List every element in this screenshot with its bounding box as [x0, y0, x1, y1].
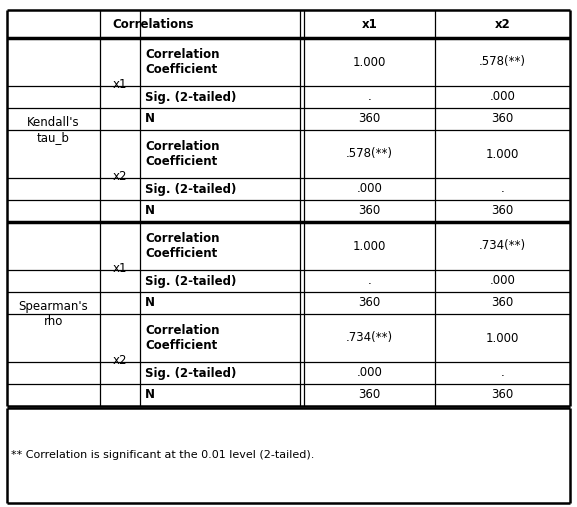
Text: Kendall's
tau_b: Kendall's tau_b — [27, 116, 80, 144]
Text: ** Correlation is significant at the 0.01 level (2-tailed).: ** Correlation is significant at the 0.0… — [11, 451, 314, 460]
Text: x2: x2 — [113, 169, 128, 183]
Text: 1.000: 1.000 — [353, 55, 386, 68]
Text: x2: x2 — [494, 18, 511, 30]
Text: .734(**): .734(**) — [346, 332, 393, 344]
Text: x1: x1 — [113, 78, 128, 91]
Text: Sig. (2-tailed): Sig. (2-tailed) — [145, 91, 237, 103]
Text: N: N — [145, 297, 155, 309]
Text: 1.000: 1.000 — [486, 148, 519, 161]
Text: 360: 360 — [358, 113, 381, 126]
Text: 1.000: 1.000 — [486, 332, 519, 344]
Text: .000: .000 — [489, 91, 515, 103]
Text: 360: 360 — [492, 297, 514, 309]
Text: .: . — [501, 367, 504, 380]
Text: .734(**): .734(**) — [479, 239, 526, 252]
Text: Correlation
Coefficient: Correlation Coefficient — [145, 140, 219, 168]
Text: 1.000: 1.000 — [353, 239, 386, 252]
Text: N: N — [145, 388, 155, 402]
Text: .: . — [501, 183, 504, 196]
Text: 360: 360 — [492, 204, 514, 218]
Text: 360: 360 — [492, 113, 514, 126]
Text: Correlation
Coefficient: Correlation Coefficient — [145, 48, 219, 76]
Text: .: . — [368, 91, 372, 103]
Text: N: N — [145, 113, 155, 126]
Text: Sig. (2-tailed): Sig. (2-tailed) — [145, 274, 237, 287]
Text: Correlation
Coefficient: Correlation Coefficient — [145, 232, 219, 260]
Text: .000: .000 — [489, 274, 515, 287]
Text: .578(**): .578(**) — [346, 148, 393, 161]
Text: Correlations: Correlations — [113, 18, 194, 30]
Text: Spearman's
rho: Spearman's rho — [18, 300, 88, 328]
Text: 360: 360 — [358, 297, 381, 309]
Text: 360: 360 — [492, 388, 514, 402]
Text: .000: .000 — [357, 183, 383, 196]
Text: Sig. (2-tailed): Sig. (2-tailed) — [145, 367, 237, 380]
Text: .000: .000 — [357, 367, 383, 380]
Text: 360: 360 — [358, 204, 381, 218]
Text: 360: 360 — [358, 388, 381, 402]
Text: x1: x1 — [362, 18, 377, 30]
Text: Sig. (2-tailed): Sig. (2-tailed) — [145, 183, 237, 196]
Text: .: . — [368, 274, 372, 287]
Text: N: N — [145, 204, 155, 218]
Text: Correlation
Coefficient: Correlation Coefficient — [145, 324, 219, 352]
Text: x1: x1 — [113, 262, 128, 274]
Text: .578(**): .578(**) — [479, 55, 526, 68]
Text: x2: x2 — [113, 353, 128, 367]
